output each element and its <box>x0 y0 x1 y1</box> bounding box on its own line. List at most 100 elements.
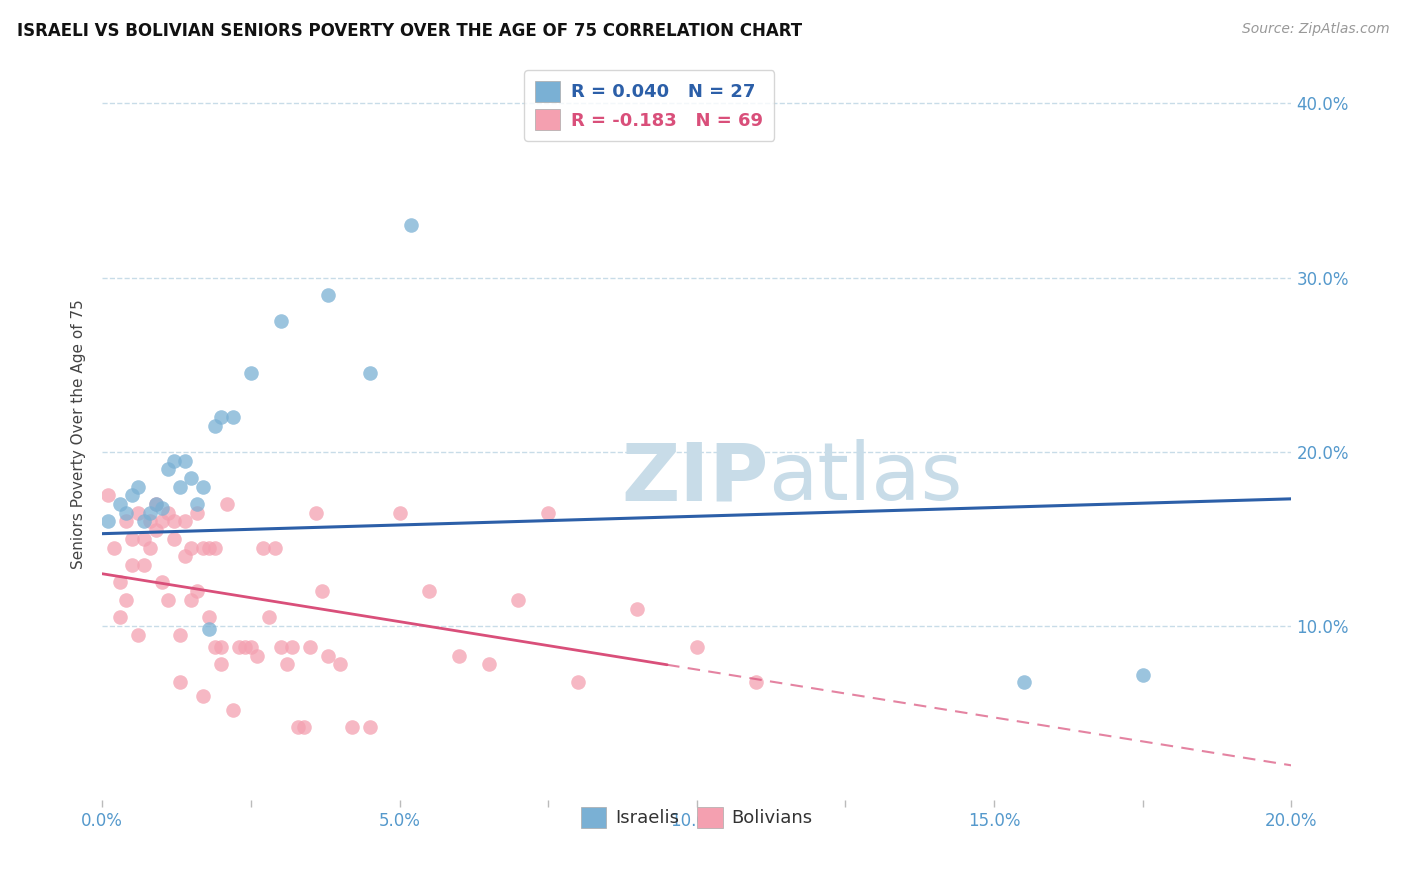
Point <box>299 640 322 654</box>
Point <box>186 497 208 511</box>
Point <box>316 648 339 663</box>
Point <box>150 500 173 515</box>
Point <box>239 367 262 381</box>
Point <box>204 541 226 555</box>
Point <box>537 506 560 520</box>
Point <box>108 575 131 590</box>
Point <box>257 610 280 624</box>
Point <box>180 541 202 555</box>
Point <box>745 674 768 689</box>
Point <box>567 674 589 689</box>
Point <box>198 610 221 624</box>
Point <box>139 541 162 555</box>
Point <box>198 623 221 637</box>
Point <box>103 541 125 555</box>
Point <box>121 558 143 572</box>
Point <box>388 506 411 520</box>
Point <box>311 584 333 599</box>
Point <box>222 409 245 424</box>
Point <box>209 409 232 424</box>
Point <box>115 506 138 520</box>
Point <box>162 532 184 546</box>
Y-axis label: Seniors Poverty Over the Age of 75: Seniors Poverty Over the Age of 75 <box>72 300 86 569</box>
Point <box>174 453 197 467</box>
Point <box>132 515 155 529</box>
Point <box>186 506 208 520</box>
Point <box>174 515 197 529</box>
Point <box>180 471 202 485</box>
Point <box>292 720 315 734</box>
Point <box>145 523 167 537</box>
Point <box>508 593 530 607</box>
Point <box>174 549 197 564</box>
Point <box>401 219 423 233</box>
Point <box>263 541 285 555</box>
Point <box>209 657 232 672</box>
Point <box>359 720 381 734</box>
Point <box>169 480 191 494</box>
Point <box>150 515 173 529</box>
Point <box>132 532 155 546</box>
Point <box>97 515 120 529</box>
Point <box>305 506 328 520</box>
Point <box>193 541 215 555</box>
Point <box>246 648 269 663</box>
Point <box>209 640 232 654</box>
Point <box>340 720 363 734</box>
Point <box>252 541 274 555</box>
Point <box>121 532 143 546</box>
Point <box>217 497 239 511</box>
Point <box>156 593 179 607</box>
Point <box>198 541 221 555</box>
Point <box>447 648 470 663</box>
Point <box>115 593 138 607</box>
Point <box>276 657 298 672</box>
Point <box>156 462 179 476</box>
Point <box>270 640 292 654</box>
Point <box>626 601 648 615</box>
Point <box>156 506 179 520</box>
Point <box>316 288 339 302</box>
Point <box>127 506 149 520</box>
Point <box>127 480 149 494</box>
Point <box>121 488 143 502</box>
Point <box>228 640 250 654</box>
Point <box>132 558 155 572</box>
Point <box>329 657 352 672</box>
Legend: Israelis, Bolivians: Israelis, Bolivians <box>574 800 820 835</box>
Point <box>686 640 709 654</box>
Point <box>478 657 501 672</box>
Point <box>239 640 262 654</box>
Point <box>204 640 226 654</box>
Point <box>287 720 309 734</box>
Text: ISRAELI VS BOLIVIAN SENIORS POVERTY OVER THE AGE OF 75 CORRELATION CHART: ISRAELI VS BOLIVIAN SENIORS POVERTY OVER… <box>17 22 801 40</box>
Point <box>97 488 120 502</box>
Point <box>139 515 162 529</box>
Point <box>193 480 215 494</box>
Point <box>359 367 381 381</box>
Point <box>193 689 215 703</box>
Text: atlas: atlas <box>768 439 963 517</box>
Point <box>162 453 184 467</box>
Point <box>186 584 208 599</box>
Point <box>281 640 304 654</box>
Point <box>108 497 131 511</box>
Point <box>108 610 131 624</box>
Point <box>169 674 191 689</box>
Point <box>180 593 202 607</box>
Point <box>145 497 167 511</box>
Point <box>1132 667 1154 681</box>
Point <box>418 584 440 599</box>
Point <box>127 628 149 642</box>
Point <box>270 314 292 328</box>
Point <box>139 506 162 520</box>
Text: ZIP: ZIP <box>621 439 768 517</box>
Point <box>150 575 173 590</box>
Point <box>204 418 226 433</box>
Point <box>145 497 167 511</box>
Point <box>233 640 256 654</box>
Point <box>169 628 191 642</box>
Point <box>222 703 245 717</box>
Point <box>1012 674 1035 689</box>
Point <box>162 515 184 529</box>
